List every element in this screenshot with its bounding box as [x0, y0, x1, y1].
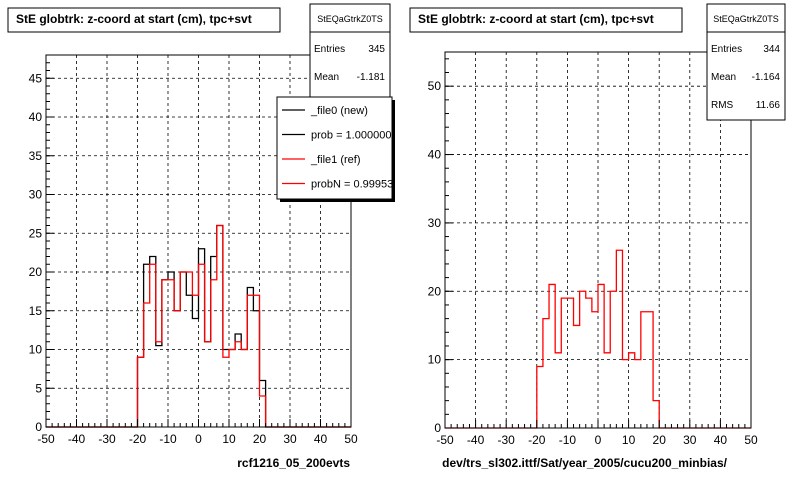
y-tick-label: 0 — [434, 421, 441, 435]
histogram-series-1 — [445, 249, 751, 429]
legend-label: _file1 (ref) — [310, 154, 361, 166]
x-tick-label: 30 — [283, 432, 297, 446]
y-tick-label: 45 — [29, 71, 43, 85]
x-tick-label: 30 — [683, 433, 697, 447]
legend-box — [276, 96, 393, 200]
x-tick-label: -50 — [436, 433, 454, 447]
stats-name: StEQaGtrkZ0TS — [317, 14, 383, 24]
grid-lines — [445, 52, 751, 428]
legend: _file0 (new) prob = 1.000000 _file1 (ref) p… — [276, 96, 393, 200]
y-tick-label: 20 — [428, 284, 442, 298]
y-tick-label: 40 — [29, 110, 43, 124]
x-axis-label: dev/trs_sl302.ittf/Sat/year_2005/cucu200… — [442, 456, 727, 470]
stats-name: StEQaGtrkZ0TS — [713, 14, 779, 24]
stats-label: Entries — [711, 44, 742, 55]
stats-value: -1.181 — [357, 72, 386, 83]
title-box — [7, 7, 281, 33]
x-tick-label: 0 — [595, 433, 602, 447]
y-tick-label: 50 — [428, 79, 442, 93]
x-tick-label: 50 — [344, 432, 358, 446]
y-tick-label: 0 — [35, 420, 42, 434]
stats-value: 345 — [368, 44, 385, 55]
stats-value: -1.164 — [752, 72, 781, 83]
x-axis-label: rcf1216_05_200evts — [237, 456, 350, 470]
histogram-series-2 — [46, 224, 351, 428]
histogram-panel-2: -50 -40 -30 -20 -10 0 10 20 30 40 50 0 10 20 30 40 50 StE… — [409, 3, 786, 470]
x-tick-label: 10 — [622, 433, 636, 447]
y-tick-label: 10 — [29, 343, 43, 357]
y-tick-label: 25 — [29, 226, 43, 240]
x-tick-label: 40 — [314, 432, 328, 446]
legend-label: probN = 0.99953 — [311, 179, 393, 191]
histogram-panel-1: -50 -40 -30 -20 -10 0 10 20 30 40 50 0 5 10 15 20 25 30 35… — [7, 3, 395, 470]
stats-label: Entries — [314, 44, 345, 55]
title-box — [409, 7, 683, 33]
y-tick-label: 35 — [29, 149, 43, 163]
x-tick-label: -30 — [498, 433, 516, 447]
x-tick-label: -20 — [528, 433, 546, 447]
stats-value: 11.66 — [756, 100, 781, 111]
x-tick-label: 50 — [744, 433, 758, 447]
y-tick-label: 15 — [29, 304, 43, 318]
legend-label: prob = 1.000000 — [311, 130, 391, 142]
x-tick-label: -10 — [559, 433, 577, 447]
stats-label: Mean — [314, 72, 339, 83]
x-tick-label: 20 — [253, 432, 267, 446]
y-tick-label: 30 — [428, 216, 442, 230]
x-tick-label: -50 — [37, 432, 55, 446]
x-tick-label: -30 — [98, 432, 116, 446]
y-tick-label: 30 — [29, 188, 43, 202]
x-tick-label: -20 — [129, 432, 147, 446]
stats-label: RMS — [711, 100, 734, 111]
stats-value: 344 — [763, 44, 780, 55]
x-tick-label: 10 — [222, 432, 236, 446]
x-tick-label: 20 — [653, 433, 667, 447]
y-tick-label: 5 — [35, 381, 42, 395]
stats-box — [706, 3, 786, 121]
y-tick-label: 10 — [428, 353, 442, 367]
chart-title: StE globtrk: z-coord at start (cm), tpc+… — [16, 12, 252, 26]
stats-label: Mean — [711, 72, 736, 83]
y-tick-label: 20 — [29, 265, 43, 279]
legend-label: _file0 (new) — [310, 105, 368, 117]
x-tick-label: -10 — [159, 432, 177, 446]
x-tick-label: 40 — [714, 433, 728, 447]
chart-title: StE globtrk: z-coord at start (cm), tpc+… — [418, 12, 654, 26]
x-tick-label: -40 — [68, 432, 86, 446]
x-tick-label: 0 — [195, 432, 202, 446]
x-tick-label: -40 — [467, 433, 485, 447]
y-tick-label: 40 — [428, 148, 442, 162]
